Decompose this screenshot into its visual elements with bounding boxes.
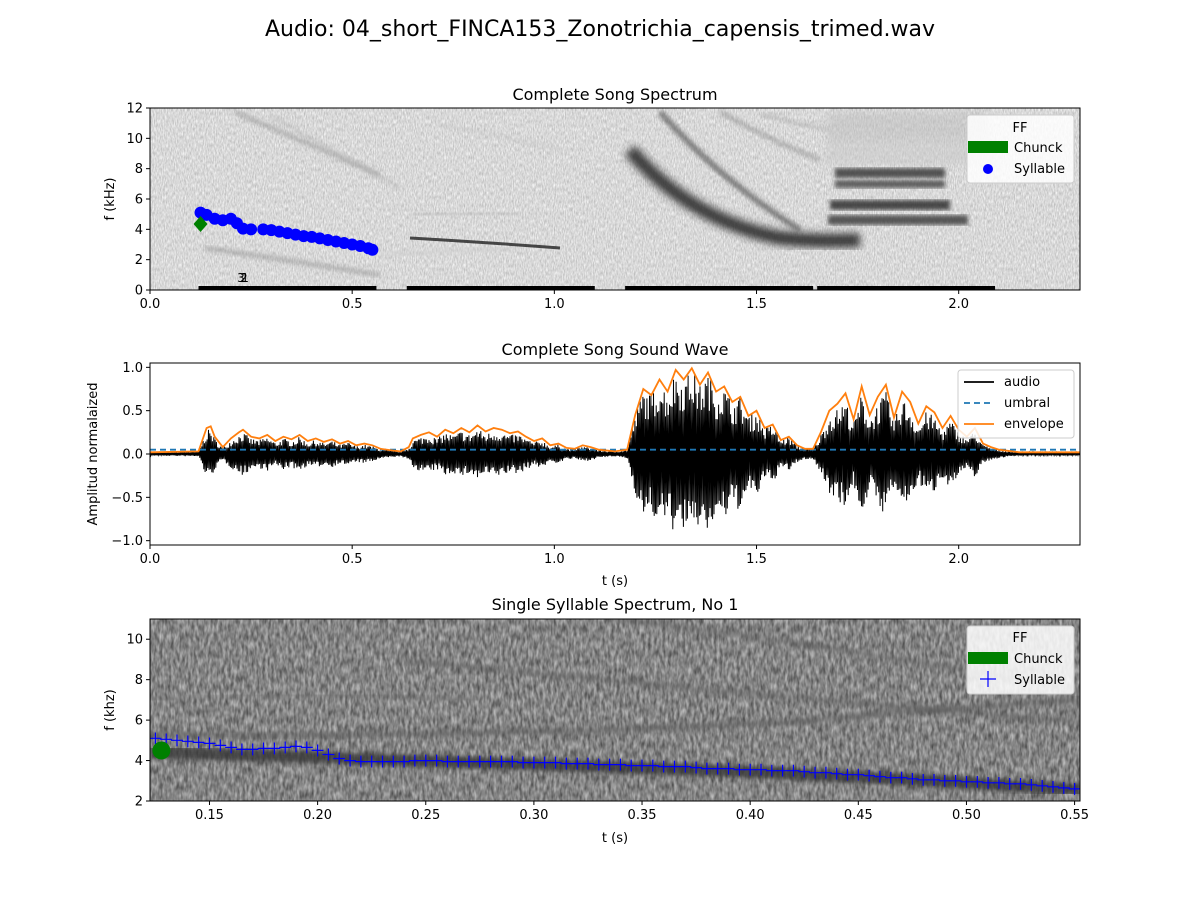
legend: FF Chunck Syllable bbox=[966, 625, 1075, 695]
segment-bar bbox=[625, 286, 814, 290]
legend-envelope-label: envelope bbox=[1004, 417, 1064, 432]
x-tick-label: 0.0 bbox=[140, 552, 161, 567]
x-ticks: 0.15 0.20 0.25 0.30 0.35 0.40 0.45 0.50 0.55 bbox=[195, 801, 1089, 823]
x-tick-label: 0.45 bbox=[844, 808, 873, 823]
legend: audio umbral envelope bbox=[957, 369, 1075, 439]
y-ticks: −1.0 −0.5 0.0 0.5 1.0 bbox=[111, 361, 150, 549]
y-tick-label: 8 bbox=[135, 673, 143, 688]
legend-audio-label: audio bbox=[1004, 375, 1040, 390]
segment-label: 1 bbox=[241, 271, 249, 285]
legend-syllable-label: Syllable bbox=[1014, 162, 1065, 177]
y-tick-label: −0.5 bbox=[111, 491, 143, 506]
segment-bar bbox=[406, 286, 595, 290]
segment-bar bbox=[198, 286, 377, 290]
y-tick-label: 2 bbox=[135, 253, 143, 268]
y-ticks: 0 2 4 6 8 10 12 bbox=[126, 102, 150, 299]
legend-chunk-label: Chunck bbox=[1014, 652, 1063, 667]
x-tick-label: 2.0 bbox=[948, 297, 969, 312]
y-tick-label: 0.5 bbox=[122, 404, 143, 419]
spectrogram-image bbox=[150, 108, 1080, 290]
legend-title: FF bbox=[1013, 121, 1028, 136]
plot-frame bbox=[149, 618, 1081, 802]
y-tick-label: 10 bbox=[126, 633, 143, 648]
panel-title: Complete Song Spectrum bbox=[512, 85, 717, 104]
segment-label: 3 bbox=[237, 271, 245, 285]
x-axis-label: t (s) bbox=[602, 574, 628, 589]
x-ticks: 0.0 0.5 1.0 1.5 2.0 bbox=[140, 290, 969, 312]
x-ticks: 0.0 0.5 1.0 1.5 2.0 bbox=[140, 545, 969, 567]
x-tick-label: 0.20 bbox=[303, 808, 332, 823]
legend-syllable-marker bbox=[983, 164, 993, 174]
chunk-points bbox=[193, 216, 208, 233]
legend-chunk-label: Chunck bbox=[1014, 141, 1063, 156]
legend: FF Chunck Syllable bbox=[966, 114, 1075, 184]
syllable-points bbox=[194, 206, 379, 256]
segment-bar bbox=[817, 286, 996, 290]
legend-chunk-swatch bbox=[968, 652, 1008, 664]
segment-labels: 321 bbox=[237, 271, 249, 285]
legend-chunk-swatch bbox=[968, 141, 1008, 153]
y-tick-label: 10 bbox=[126, 132, 143, 147]
x-tick-label: 1.0 bbox=[544, 297, 565, 312]
x-tick-label: 2.0 bbox=[948, 552, 969, 567]
y-tick-label: 0.0 bbox=[122, 448, 143, 463]
sound-wave-panel: 0.0 0.5 1.0 1.5 2.0 −1.0 −0.5 0.0 0.5 1.0 Comple… bbox=[86, 340, 1081, 589]
chunk-points bbox=[152, 741, 171, 760]
segment-bars bbox=[198, 286, 996, 290]
y-tick-label: 0 bbox=[135, 284, 143, 299]
x-tick-label: 0.15 bbox=[195, 808, 224, 823]
spectrogram-image bbox=[150, 619, 1080, 801]
chunk-point bbox=[152, 741, 171, 760]
x-tick-label: 0.40 bbox=[736, 808, 765, 823]
y-tick-label: 6 bbox=[135, 193, 143, 208]
legend-syllable-marker bbox=[980, 671, 996, 687]
y-ticks: 2 4 6 8 10 bbox=[126, 633, 150, 810]
audio-waveform bbox=[150, 375, 1080, 530]
x-tick-label: 0.5 bbox=[342, 552, 363, 567]
y-axis-label: Amplitud normalaized bbox=[86, 383, 101, 526]
y-tick-label: 1.0 bbox=[122, 361, 143, 376]
x-tick-label: 0.5 bbox=[342, 297, 363, 312]
x-tick-label: 0.50 bbox=[952, 808, 981, 823]
y-tick-label: 2 bbox=[135, 795, 143, 810]
y-tick-label: 8 bbox=[135, 162, 143, 177]
x-axis-label: t (s) bbox=[602, 831, 628, 846]
chunk-point bbox=[193, 216, 208, 233]
x-tick-label: 0.25 bbox=[411, 808, 440, 823]
figure-title: Audio: 04_short_FINCA153_Zonotrichia_cap… bbox=[265, 17, 935, 42]
y-tick-label: 12 bbox=[126, 102, 143, 117]
single-syllable-spectrum-panel: 0.15 0.20 0.25 0.30 0.35 0.40 0.45 0.50 0.55 2 4 6… bbox=[103, 595, 1089, 846]
segment-label: 2 bbox=[240, 271, 248, 285]
y-tick-label: 6 bbox=[135, 714, 143, 729]
x-tick-label: 0.35 bbox=[628, 808, 657, 823]
x-tick-label: 1.5 bbox=[746, 297, 767, 312]
y-axis-label: f (khz) bbox=[103, 689, 118, 730]
x-tick-label: 0.30 bbox=[519, 808, 548, 823]
legend-umbral-label: umbral bbox=[1004, 396, 1050, 411]
x-tick-label: 1.0 bbox=[544, 552, 565, 567]
x-tick-label: 0.55 bbox=[1060, 808, 1089, 823]
syllable-point bbox=[366, 243, 379, 256]
x-tick-label: 1.5 bbox=[746, 552, 767, 567]
legend-title: FF bbox=[1013, 631, 1028, 646]
y-tick-label: 4 bbox=[135, 223, 143, 238]
panel-title: Complete Song Sound Wave bbox=[502, 340, 729, 359]
y-tick-label: −1.0 bbox=[111, 534, 143, 549]
panel-title: Single Syllable Spectrum, No 1 bbox=[492, 595, 739, 614]
x-tick-label: 0.0 bbox=[140, 297, 161, 312]
y-axis-label: f (kHz) bbox=[103, 178, 118, 221]
syllable-point bbox=[245, 223, 258, 236]
y-tick-label: 4 bbox=[135, 754, 143, 769]
legend-syllable-label: Syllable bbox=[1014, 673, 1065, 688]
envelope-line bbox=[150, 366, 1080, 454]
